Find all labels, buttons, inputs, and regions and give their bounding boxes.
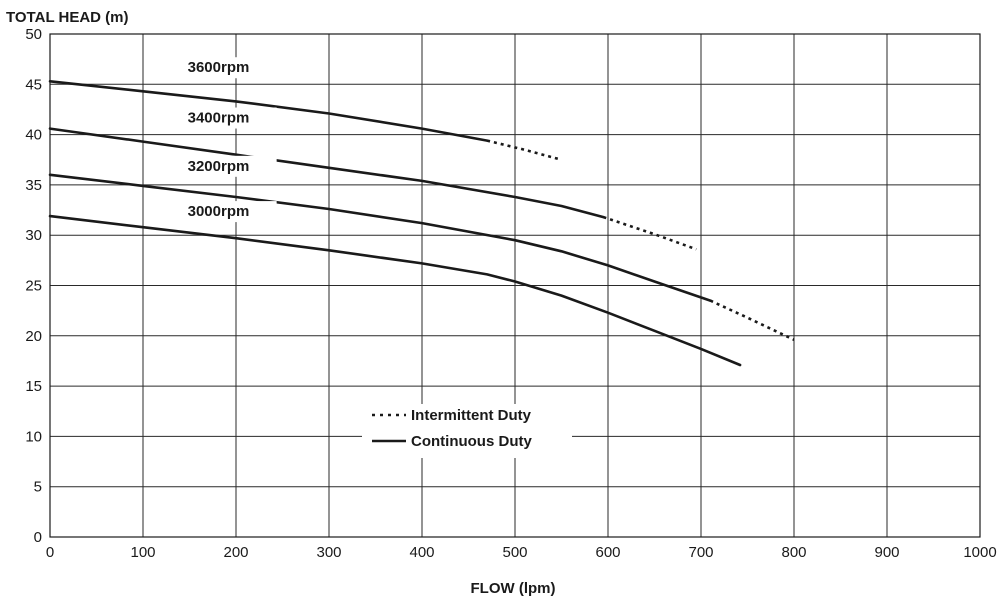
- y-tick-label: 15: [25, 378, 42, 395]
- y-tick-label: 35: [25, 177, 42, 194]
- x-tick-label: 800: [781, 544, 806, 561]
- y-tick-label: 30: [25, 227, 42, 244]
- x-tick-label: 900: [874, 544, 899, 561]
- curve-label-background: [184, 107, 277, 129]
- y-tick-label: 0: [34, 529, 42, 546]
- x-tick-label: 400: [409, 544, 434, 561]
- legend: Intermittent Duty Continuous Duty: [362, 404, 572, 458]
- curve-3600rpm-intermittent: [486, 139, 562, 162]
- curve-3600rpm-continuous: [48, 80, 489, 142]
- curve-3000rpm-continuous: [48, 214, 742, 367]
- curve-label-3600rpm: 3600rpm: [188, 59, 250, 76]
- curve-3400rpm-continuous: [48, 127, 605, 219]
- y-tick-label: 10: [25, 428, 42, 445]
- x-tick-label: 200: [223, 544, 248, 561]
- x-tick-label: 0: [46, 544, 54, 561]
- legend-label: Continuous Duty: [411, 433, 532, 450]
- plot-frame: [49, 33, 981, 538]
- y-tick-label: 40: [25, 127, 42, 144]
- curve-label-background: [184, 155, 277, 177]
- curve-label-3000rpm: 3000rpm: [188, 203, 250, 220]
- legend-label: Intermittent Duty: [411, 407, 532, 424]
- legend-background: [362, 404, 572, 458]
- curve-label-background: [184, 57, 277, 79]
- curve-label-3200rpm: 3200rpm: [188, 158, 250, 175]
- x-tick-label: 1000: [963, 544, 996, 561]
- y-tick-label: 45: [25, 76, 42, 93]
- x-axis-title: FLOW (lpm): [471, 580, 556, 597]
- x-tick-label: 600: [595, 544, 620, 561]
- y-tick-label: 50: [25, 26, 42, 43]
- curve-3400rpm-intermittent: [602, 215, 697, 251]
- curve-3200rpm-continuous: [48, 173, 712, 302]
- y-tick-label: 25: [25, 278, 42, 295]
- curve-label-3400rpm: 3400rpm: [188, 110, 250, 127]
- curve-label-background: [184, 201, 277, 223]
- y-tick-label: 20: [25, 328, 42, 345]
- tick-labels: 0 100 200 300 400 500 600 700 800 900 1000 0 5 10 15 20…: [25, 26, 996, 561]
- x-tick-label: 700: [688, 544, 713, 561]
- x-tick-label: 300: [316, 544, 341, 561]
- x-tick-label: 100: [130, 544, 155, 561]
- x-tick-label: 500: [502, 544, 527, 561]
- y-tick-label: 5: [34, 479, 42, 496]
- curve-labels: 3600rpm 3400rpm 3200rpm 3000rpm: [184, 57, 277, 223]
- y-axis-title: TOTAL HEAD (m): [6, 9, 129, 26]
- curve-3200rpm-intermittent: [709, 299, 795, 341]
- curves: [48, 80, 795, 367]
